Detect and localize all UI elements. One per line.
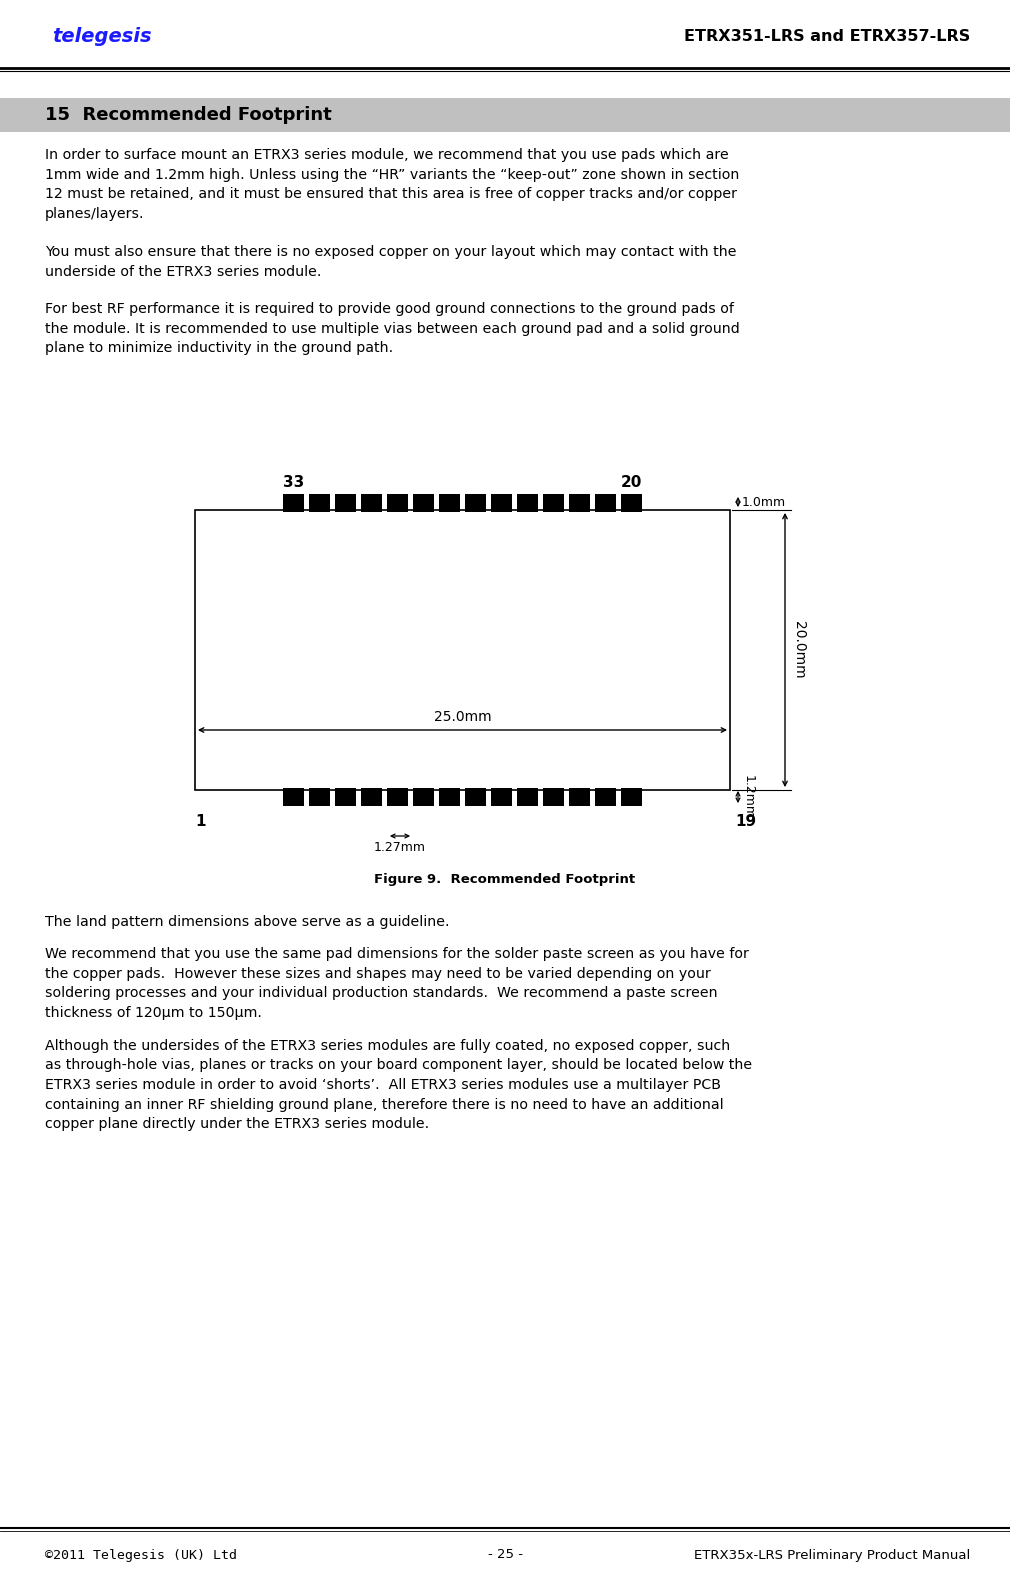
Bar	[283, 494, 304, 511]
Bar	[595, 494, 616, 511]
Text: We recommend that you use the same pad dimensions for the solder paste screen as: We recommend that you use the same pad d…	[45, 947, 748, 1019]
Text: telegesis: telegesis	[52, 27, 152, 46]
Text: 20.0mm: 20.0mm	[792, 622, 806, 679]
Text: ETRX35x-LRS Preliminary Product Manual: ETRX35x-LRS Preliminary Product Manual	[694, 1548, 970, 1562]
Text: - 25 -: - 25 -	[488, 1548, 522, 1562]
Text: 19: 19	[735, 814, 756, 828]
Text: 25.0mm: 25.0mm	[433, 710, 491, 724]
Bar	[543, 494, 564, 511]
Bar	[0, 98, 1010, 133]
Text: 20: 20	[620, 475, 642, 491]
Bar	[195, 510, 730, 791]
Text: 1.0mm: 1.0mm	[742, 495, 786, 508]
Bar	[543, 787, 564, 806]
Bar	[413, 494, 434, 511]
Text: The land pattern dimensions above serve as a guideline.: The land pattern dimensions above serve …	[45, 915, 449, 929]
Text: Although the undersides of the ETRX3 series modules are fully coated, no exposed: Although the undersides of the ETRX3 ser…	[45, 1038, 752, 1131]
Bar	[491, 787, 512, 806]
Bar	[361, 494, 382, 511]
Bar	[387, 787, 408, 806]
Bar	[309, 787, 330, 806]
Bar	[335, 787, 356, 806]
Text: In order to surface mount an ETRX3 series module, we recommend that you use pads: In order to surface mount an ETRX3 serie…	[45, 148, 739, 221]
Text: 1: 1	[195, 814, 205, 828]
Bar	[491, 494, 512, 511]
Bar	[413, 787, 434, 806]
Bar	[439, 787, 460, 806]
Bar	[439, 494, 460, 511]
Bar	[517, 787, 538, 806]
Text: 1.27mm: 1.27mm	[374, 841, 426, 854]
Text: 1.2mm: 1.2mm	[742, 775, 755, 819]
Bar	[517, 494, 538, 511]
Text: 33: 33	[283, 475, 304, 491]
Text: You must also ensure that there is no exposed copper on your layout which may co: You must also ensure that there is no ex…	[45, 245, 736, 278]
Text: 15  Recommended Footprint: 15 Recommended Footprint	[45, 106, 331, 125]
Bar	[335, 494, 356, 511]
Text: Figure 9.  Recommended Footprint: Figure 9. Recommended Footprint	[375, 873, 635, 885]
Bar	[387, 494, 408, 511]
Bar	[465, 494, 486, 511]
Text: ETRX351-LRS and ETRX357-LRS: ETRX351-LRS and ETRX357-LRS	[684, 28, 970, 44]
Bar	[621, 787, 642, 806]
Bar	[595, 787, 616, 806]
Bar	[621, 494, 642, 511]
Bar	[309, 494, 330, 511]
Text: For best RF performance it is required to provide good ground connections to the: For best RF performance it is required t…	[45, 301, 739, 355]
Bar	[465, 787, 486, 806]
Bar	[361, 787, 382, 806]
Bar	[569, 494, 590, 511]
Bar	[569, 787, 590, 806]
Text: ©2011 Telegesis (UK) Ltd: ©2011 Telegesis (UK) Ltd	[45, 1548, 237, 1562]
Bar	[283, 787, 304, 806]
